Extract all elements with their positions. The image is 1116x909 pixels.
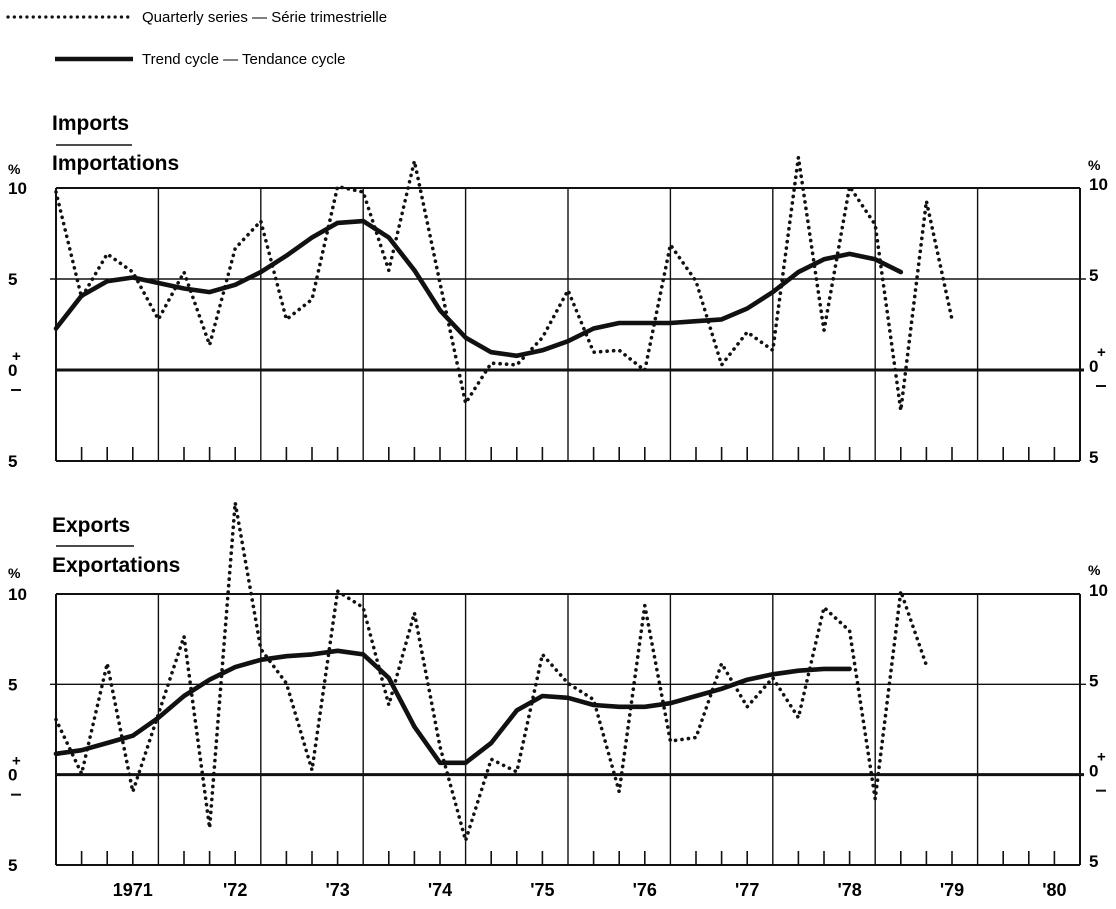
exports-y-tick-right: 5	[1089, 671, 1098, 690]
x-tick-label-year: '79	[940, 880, 964, 900]
imports-subtitle: Importations	[52, 152, 179, 175]
exports-y-tick-left: 0	[8, 766, 17, 785]
imports-y-unit-left: %	[8, 161, 21, 177]
imports-y-tick-left: 10	[8, 179, 27, 198]
exports-trend-cycle-line	[53, 648, 852, 766]
exports-quarterly-series-line	[54, 500, 929, 843]
imports-y-tick-left: 0	[8, 361, 17, 380]
imports-plus-sign: +	[1097, 344, 1106, 361]
imports-y-tick-right: 10	[1089, 175, 1108, 194]
exports-y-tick-left: 5	[8, 675, 17, 694]
exports-y-unit-right: %	[1088, 562, 1101, 578]
imports-y-tick-right: 0	[1089, 357, 1098, 376]
exports-y-tick-left: 10	[8, 585, 27, 604]
imports-quarterly-series-line	[54, 155, 954, 413]
legend: Quarterly series — Série trimestrielle T…	[6, 9, 387, 68]
x-tick-label-year: '75	[530, 880, 554, 900]
imports-trend-cycle-line	[53, 218, 904, 359]
imports-y-tick-right: 5	[1089, 266, 1098, 285]
exports-plus-sign: +	[12, 753, 21, 770]
x-tick-label-year: '72	[223, 880, 247, 900]
imports-panel: Imports Importations % % 10 10 5 5 0 0 5 5 + +	[8, 112, 1108, 471]
x-tick-label-year: '73	[325, 880, 349, 900]
x-tick-label-year: '76	[633, 880, 657, 900]
imports-y-tick-left: 5	[8, 270, 17, 289]
exports-plus-sign: +	[1097, 749, 1106, 766]
x-tick-label-year: '77	[735, 880, 759, 900]
exports-y-tick-left: 5	[8, 856, 17, 875]
x-tick-label-year: '80	[1042, 880, 1066, 900]
exports-subtitle: Exportations	[52, 554, 180, 577]
x-tick-label-year: '74	[428, 880, 452, 900]
year-axis-labels: 1971 '72 '73 '74 '75 '76 '77 '78 '79 '80	[113, 880, 1067, 900]
imports-y-unit-right: %	[1088, 157, 1101, 173]
legend-trend-label: Trend cycle — Tendance cycle	[142, 51, 345, 68]
exports-title: Exports	[52, 514, 130, 537]
imports-y-tick-right: 5	[1089, 448, 1098, 467]
imports-title: Imports	[52, 112, 129, 135]
exports-panel: Exports Exportations % % 10 10 5 5 0 0 5 5 + +	[8, 500, 1108, 875]
exports-y-tick-right: 10	[1089, 581, 1108, 600]
exports-y-unit-left: %	[8, 565, 21, 581]
legend-quarterly-label: Quarterly series — Série trimestrielle	[142, 9, 387, 26]
exports-y-tick-right: 0	[1089, 762, 1098, 781]
imports-plus-sign: +	[12, 348, 21, 365]
x-tick-label-year: '78	[837, 880, 861, 900]
exports-y-tick-right: 5	[1089, 852, 1098, 871]
imports-y-tick-left: 5	[8, 452, 17, 471]
x-tick-label-year: 1971	[113, 880, 153, 900]
